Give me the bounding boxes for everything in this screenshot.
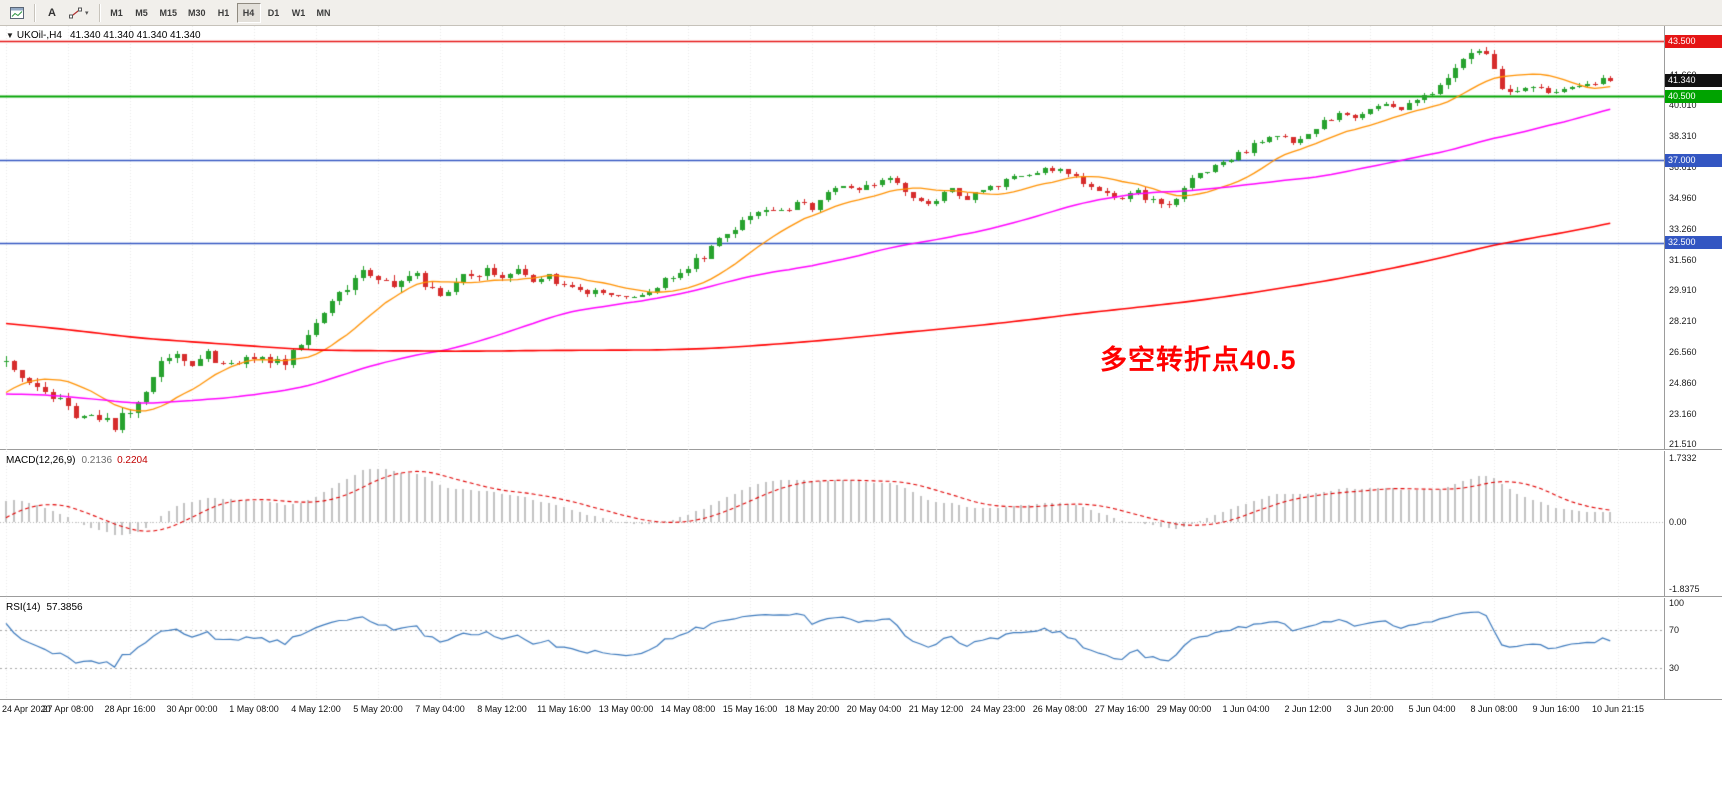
trendline-tool-button[interactable]: ▾ (64, 3, 94, 23)
chart-symbol-label: UKOil-,H4 (16, 30, 62, 41)
macd-signal-value: 0.2204 (117, 455, 148, 466)
timeframe-button-w1[interactable]: W1 (291, 7, 306, 18)
rsi-tick-label: 100 (1669, 598, 1685, 608)
date-label: 20 May 04:00 (846, 704, 902, 714)
trendline-tool-icon (69, 7, 82, 18)
date-label: 21 May 12:00 (908, 704, 964, 714)
chart-annotation-text[interactable]: 多空转折点40.5 (1100, 345, 1297, 375)
rsi-label: RSI(14) 57.3856 (6, 602, 83, 613)
rsi-tick-label: 70 (1669, 625, 1680, 636)
macd-tick-label: 0.00 (1669, 517, 1687, 528)
date-label: 24 Apr 2020 (2, 704, 51, 714)
date-label: 27 May 16:00 (1094, 704, 1150, 714)
price-tick-label: 31.560 (1669, 255, 1697, 265)
macd-tick-label: -1.8375 (1669, 584, 1700, 594)
timeframe-button-d1[interactable]: D1 (267, 7, 280, 18)
price-tick-label: 28.210 (1669, 316, 1697, 327)
chart-ohlc-values: 41.340 41.340 41.340 41.340 (69, 30, 201, 41)
timeframe-button-group: M1 M5 M15 M30 H1 H4 D1 W1 MN (105, 2, 336, 23)
collapse-arrow-icon[interactable]: ▼ (6, 31, 14, 40)
macd-main-value: 0.2136 (81, 455, 113, 466)
timeframe-button-h1[interactable]: H1 (217, 7, 230, 18)
main-chart-canvas[interactable] (0, 26, 1664, 450)
price-tick-label: 24.860 (1669, 377, 1697, 388)
macd-axis[interactable]: 1.7332 0.00 -1.8375 (1664, 451, 1722, 596)
price-tick-label: 34.960 (1669, 192, 1697, 203)
current-price-tag: 41.340 (1665, 74, 1722, 88)
date-label: 29 May 00:00 (1156, 704, 1212, 714)
date-label: 4 May 12:00 (291, 704, 341, 714)
date-label: 7 May 04:00 (415, 704, 465, 714)
timeframe-button-mn[interactable]: MN (316, 7, 331, 18)
rsi-tick-label: 30 (1669, 662, 1680, 673)
timeframe-button-m1[interactable]: M1 (110, 7, 123, 18)
date-label: 5 May 20:00 (353, 704, 403, 714)
macd-panel: MACD(12,26,9) 0.2136 0.2204 1.7332 0.00 -1.8… (0, 451, 1722, 597)
macd-name: MACD(12,26,9) (6, 455, 76, 466)
timeframe-button-m5[interactable]: M5 (135, 7, 148, 18)
text-tool-icon: A (48, 6, 56, 19)
date-label: 28 Apr 16:00 (104, 704, 156, 714)
macd-label: MACD(12,26,9) 0.2136 0.2204 (6, 455, 148, 466)
date-label: 15 May 16:00 (722, 704, 778, 714)
timeframe-button-m15[interactable]: M15 (159, 7, 178, 18)
price-tick-label: 26.560 (1669, 346, 1697, 357)
date-label: 10 Jun 21:15 (1591, 704, 1645, 714)
price-tick-label: 21.510 (1669, 439, 1697, 450)
date-label: 3 Jun 20:00 (1346, 704, 1394, 714)
toolbar-separator (34, 3, 35, 22)
toolbar-separator (98, 3, 100, 22)
price-tick-label: 36.610 (1669, 162, 1697, 173)
price-tick-label: 40.010 (1669, 100, 1697, 111)
rsi-panel: RSI(14) 57.3856 100 70 30 (0, 598, 1722, 700)
macd-tick-label: 1.7332 (1669, 453, 1697, 463)
date-label: 26 May 08:00 (1032, 704, 1088, 714)
timeframe-button-m30[interactable]: M30 (188, 7, 206, 18)
rsi-value: 57.3856 (46, 602, 83, 613)
date-label: 18 May 20:00 (784, 704, 840, 714)
date-label: 14 May 08:00 (660, 704, 716, 714)
date-label: 1 Jun 04:00 (1222, 704, 1270, 714)
price-tick-label: 38.310 (1669, 131, 1697, 142)
chart-window-icon (10, 6, 24, 19)
main-chart-panel: ▼ UKOil-,H4 41.340 41.340 41.340 41.340 多空… (0, 26, 1722, 450)
date-label: 13 May 00:00 (598, 704, 654, 714)
rsi-canvas[interactable] (0, 598, 1664, 700)
price-tick-label: 33.260 (1669, 223, 1697, 234)
level-price-tag: 43.500 (1665, 34, 1722, 48)
time-axis[interactable]: 24 Apr 2020 27 Apr 08:00 28 Apr 16:00 30 Ap… (0, 701, 1722, 795)
chart-window-button[interactable] (5, 3, 29, 23)
date-label: 24 May 23:00 (970, 704, 1026, 714)
date-label: 1 May 08:00 (229, 704, 279, 714)
chart-title: ▼ UKOil-,H4 41.340 41.340 41.340 41.340 (6, 30, 201, 41)
rsi-name: RSI(14) (6, 602, 41, 613)
date-label: 30 Apr 00:00 (166, 704, 218, 714)
date-label: 5 Jun 04:00 (1408, 704, 1456, 714)
date-label: 9 Jun 16:00 (1532, 704, 1580, 714)
date-label: 8 Jun 08:00 (1470, 704, 1518, 714)
level-price-tag: 32.500 (1665, 236, 1722, 250)
chevron-down-icon: ▾ (85, 9, 89, 17)
date-label: 27 Apr 08:00 (42, 704, 94, 714)
macd-canvas[interactable] (0, 451, 1664, 597)
level-price-tag: 40.500 (1665, 89, 1722, 103)
date-label: 11 May 16:00 (537, 704, 591, 714)
toolbar: A ▾ M1 M5 M15 M30 H1 H4 D1 W1 MN (0, 0, 1722, 26)
price-tick-label: 23.160 (1669, 409, 1697, 420)
date-label: 8 May 12:00 (477, 704, 527, 714)
level-price-tag: 37.000 (1665, 153, 1722, 167)
text-tool-button[interactable]: A (40, 3, 64, 23)
price-axis[interactable]: 41.66040.01038.31036.61034.96033.26031.5… (1664, 26, 1722, 449)
price-tick-label: 29.910 (1669, 285, 1697, 296)
rsi-axis[interactable]: 100 70 30 (1664, 598, 1722, 699)
timeframe-button-h4[interactable]: H4 (236, 2, 261, 23)
date-label: 2 Jun 12:00 (1284, 704, 1332, 714)
